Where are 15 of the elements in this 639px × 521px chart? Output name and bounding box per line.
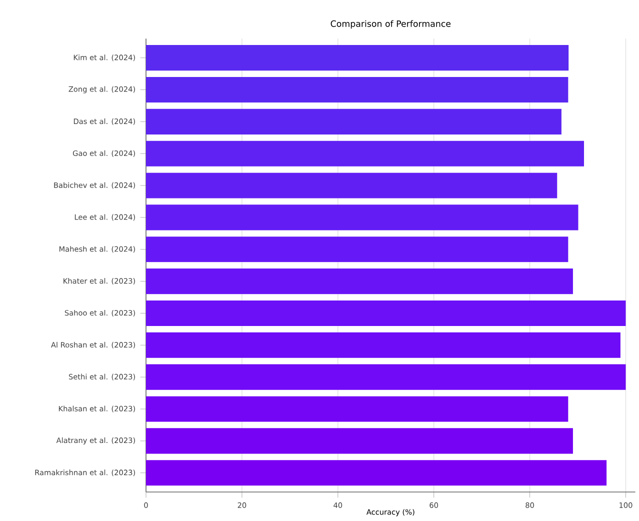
bar [146,109,562,135]
bar [146,77,568,103]
bar [146,204,578,230]
bar [146,268,573,294]
bar [146,364,626,390]
bar [146,300,626,326]
bar [146,141,584,167]
bar [146,396,568,422]
chart-title: Comparison of Performance [330,20,451,29]
bar [146,236,568,262]
bar [146,428,573,454]
bar [146,172,558,198]
bar [146,460,607,486]
bar [146,45,569,71]
bar [146,332,620,358]
